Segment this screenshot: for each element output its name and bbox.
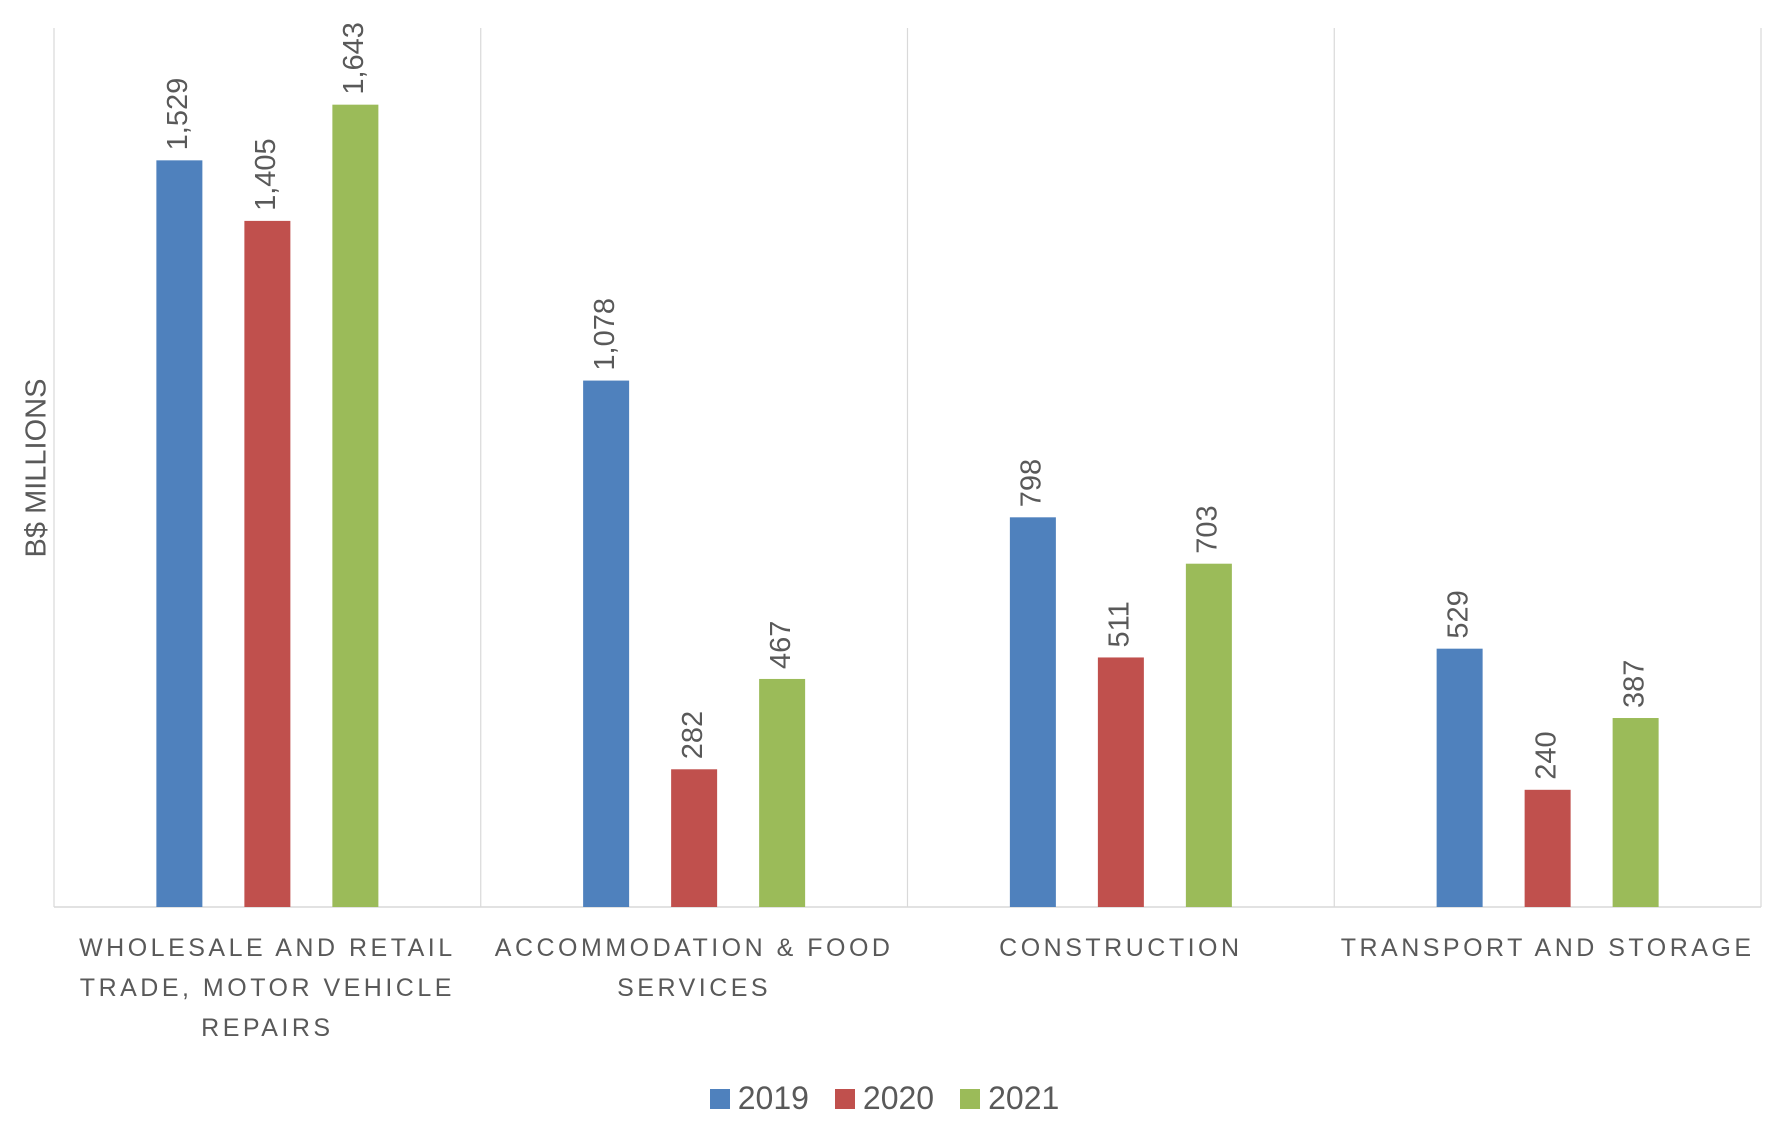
data-label: 798: [1016, 459, 1048, 507]
y-axis-label: B$ MILLIONS: [21, 379, 53, 558]
data-label: 240: [1530, 731, 1562, 779]
bar: [1612, 718, 1659, 907]
legend-swatch: [960, 1088, 981, 1109]
legend-label: 2020: [862, 1080, 935, 1116]
bar: [671, 769, 718, 907]
bar: [583, 380, 630, 907]
data-label: 511: [1104, 601, 1136, 647]
legend-swatch: [834, 1088, 855, 1109]
x-tick-label: TRANSPORT AND STORAGE: [1340, 934, 1755, 962]
bar: [1097, 657, 1144, 907]
x-tick-label-box: ACCOMMODATION & FOOD SERVICES: [494, 934, 894, 1002]
x-tick-label: WHOLESALE AND RETAIL TRADE, MOTOR VEHICL…: [79, 934, 456, 1042]
data-label: 1,405: [250, 138, 282, 211]
bar: [244, 220, 291, 907]
data-label: 1,529: [162, 78, 194, 151]
x-tick-label: ACCOMMODATION & FOOD SERVICES: [494, 934, 894, 1002]
legend-label: 2021: [988, 1080, 1060, 1116]
bar: [332, 104, 379, 907]
x-tick-label-box: WHOLESALE AND RETAIL TRADE, MOTOR VEHICL…: [79, 934, 456, 1042]
legend-box: 2019 2020 2021: [0, 1080, 1769, 1117]
bar: [1185, 563, 1232, 907]
legend-label: 2019: [737, 1080, 809, 1116]
bar: [1436, 648, 1483, 907]
x-tick-label: CONSTRUCTION: [999, 934, 1243, 962]
legend: 2019 2020 2021: [0, 1080, 1769, 1117]
data-label: 282: [677, 711, 709, 759]
data-label: 1,643: [338, 22, 370, 95]
data-label: 529: [1442, 590, 1474, 638]
legend-item: 2020: [834, 1080, 935, 1117]
bar: [759, 678, 806, 907]
x-tick-label-box: CONSTRUCTION: [999, 934, 1243, 962]
bar: [156, 160, 203, 908]
bar: [1009, 517, 1056, 907]
data-label: 703: [1192, 505, 1224, 553]
legend-item: 2021: [960, 1080, 1059, 1117]
legend-swatch: [709, 1088, 730, 1109]
data-label: 467: [765, 621, 797, 669]
legend-item: 2019: [709, 1080, 809, 1117]
bar: [1524, 789, 1571, 907]
x-tick-label-box: TRANSPORT AND STORAGE: [1340, 934, 1755, 962]
data-label: 1,078: [589, 298, 621, 371]
data-label: 387: [1618, 660, 1650, 708]
